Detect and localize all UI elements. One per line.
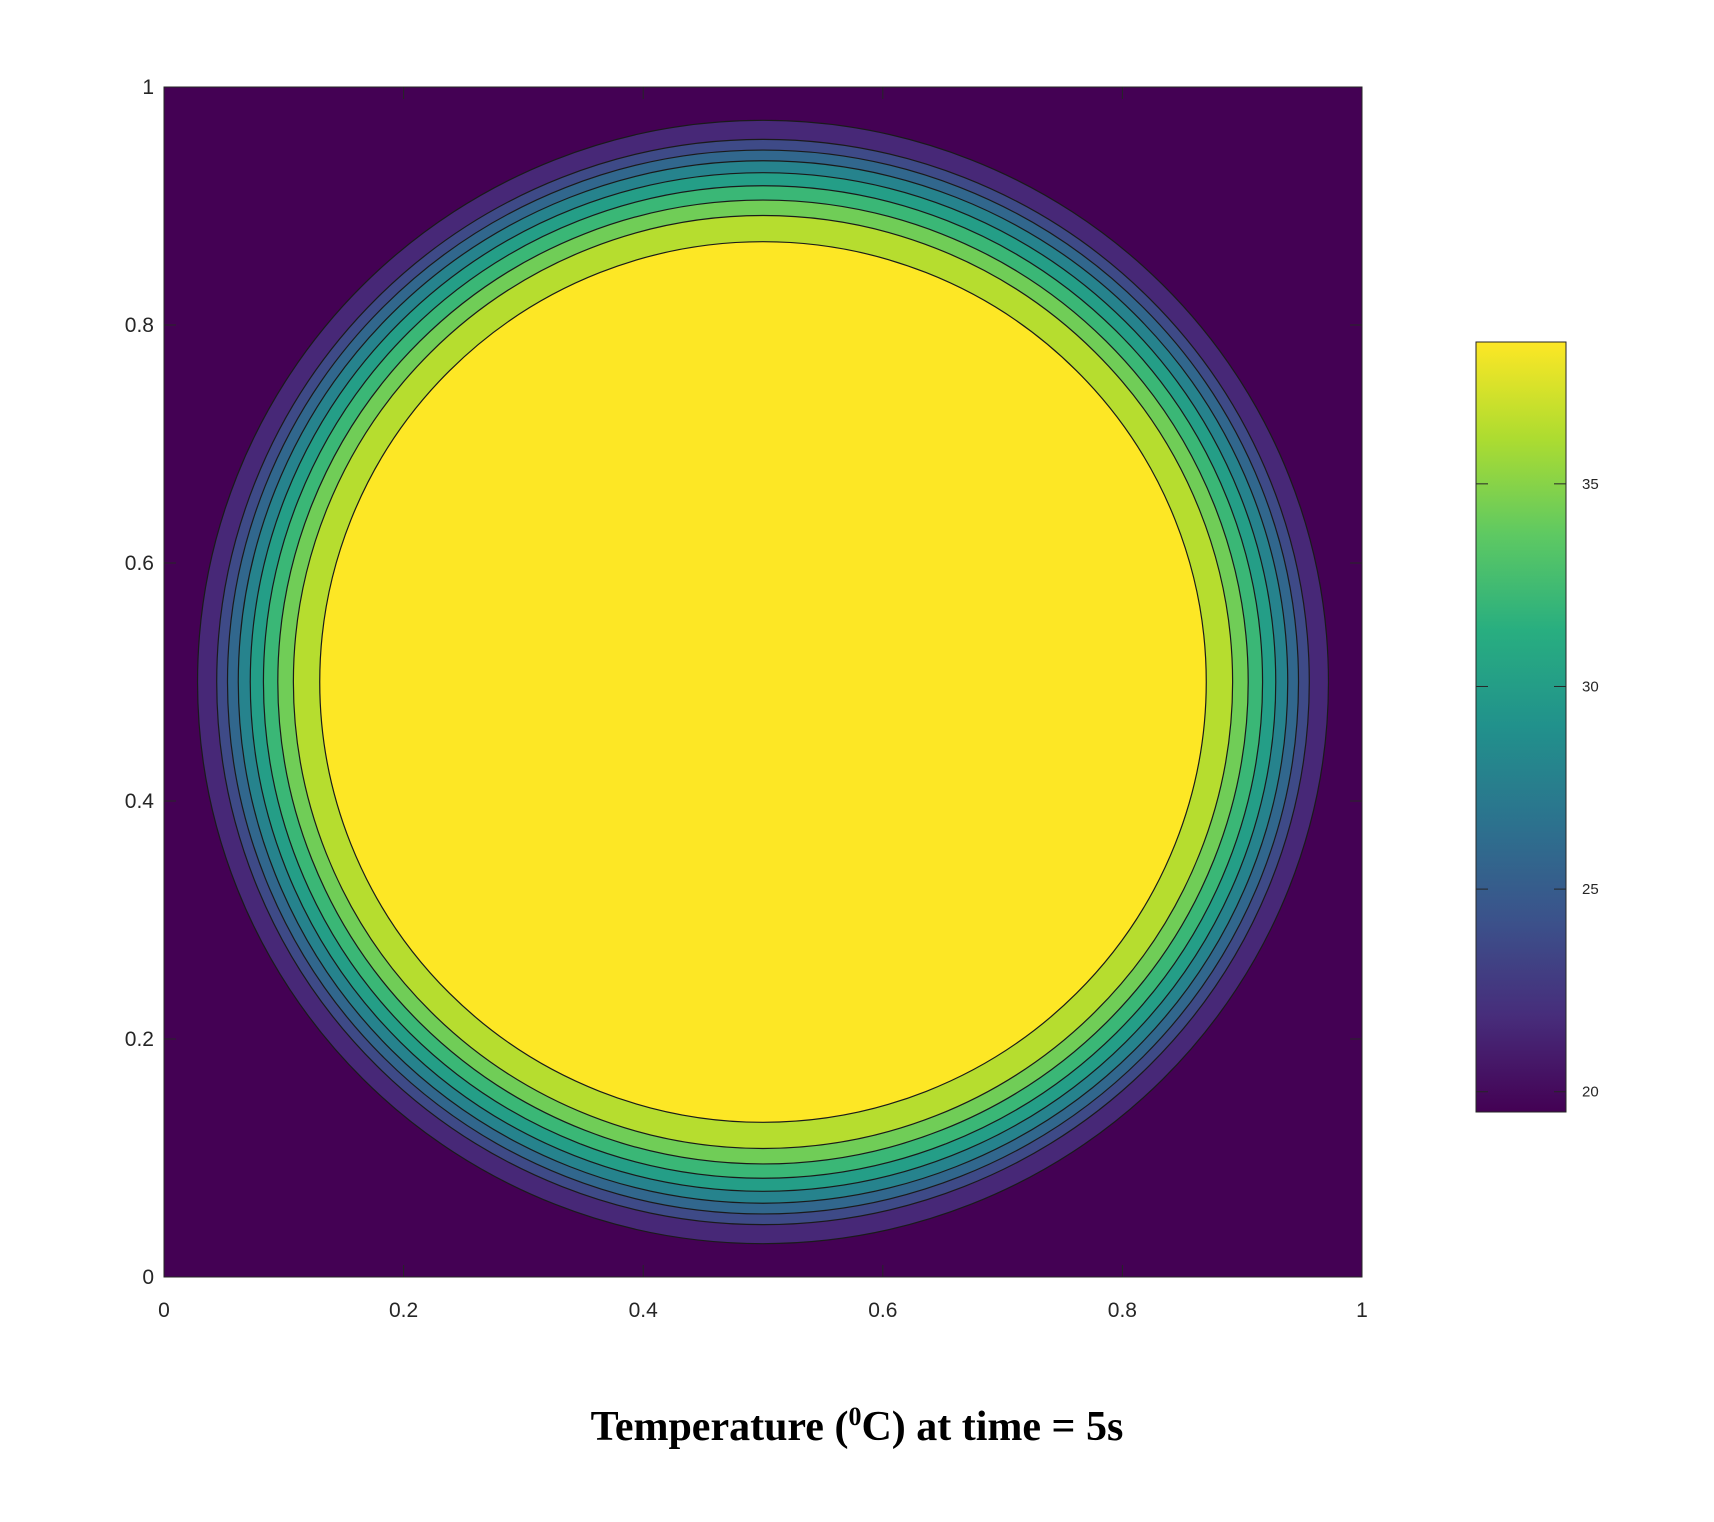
colorbar-ticks: 20 25 30 35 [1476, 476, 1599, 1101]
y-tick-label: 0.4 [125, 790, 155, 813]
caption-main: Temperature ( [590, 1404, 849, 1450]
colorbar-tick-label: 35 [1582, 476, 1599, 493]
x-axis: 0 0.2 0.4 0.6 0.8 1 [158, 1299, 1368, 1322]
y-axis: 0 0.2 0.4 0.6 0.8 1 [125, 76, 155, 1289]
plot-area [163, 86, 1363, 1278]
x-tick-label: 0 [158, 1299, 170, 1322]
contour-fills [196, 119, 1330, 1245]
axis-ticks [163, 86, 1363, 1278]
y-tick-label: 1 [142, 76, 154, 99]
x-tick-label: 0.4 [629, 1299, 659, 1322]
figure-caption: Temperature (0C) at time = 5s [0, 1402, 1714, 1451]
colorbar-gradient [1475, 341, 1567, 1113]
y-tick-label: 0.6 [125, 552, 154, 575]
contour-level-9 [319, 241, 1207, 1123]
caption-rest: C) at time = 5s [861, 1404, 1124, 1450]
x-tick-label: 0.2 [389, 1299, 418, 1322]
x-tick-label: 1 [1356, 1299, 1368, 1322]
colorbar-tick-label: 30 [1582, 678, 1599, 695]
y-tick-label: 0 [142, 1266, 154, 1289]
x-tick-label: 0.8 [1108, 1299, 1137, 1322]
colorbar: 20 25 30 35 [1475, 341, 1599, 1113]
y-tick-label: 0.8 [125, 314, 154, 337]
colorbar-tick-label: 20 [1582, 1084, 1599, 1101]
y-tick-label: 0.2 [125, 1028, 154, 1051]
caption-superscript: 0 [848, 1402, 862, 1431]
plot-border [163, 86, 1363, 1278]
x-tick-label: 0.6 [868, 1299, 897, 1322]
colorbar-tick-label: 25 [1582, 881, 1599, 898]
